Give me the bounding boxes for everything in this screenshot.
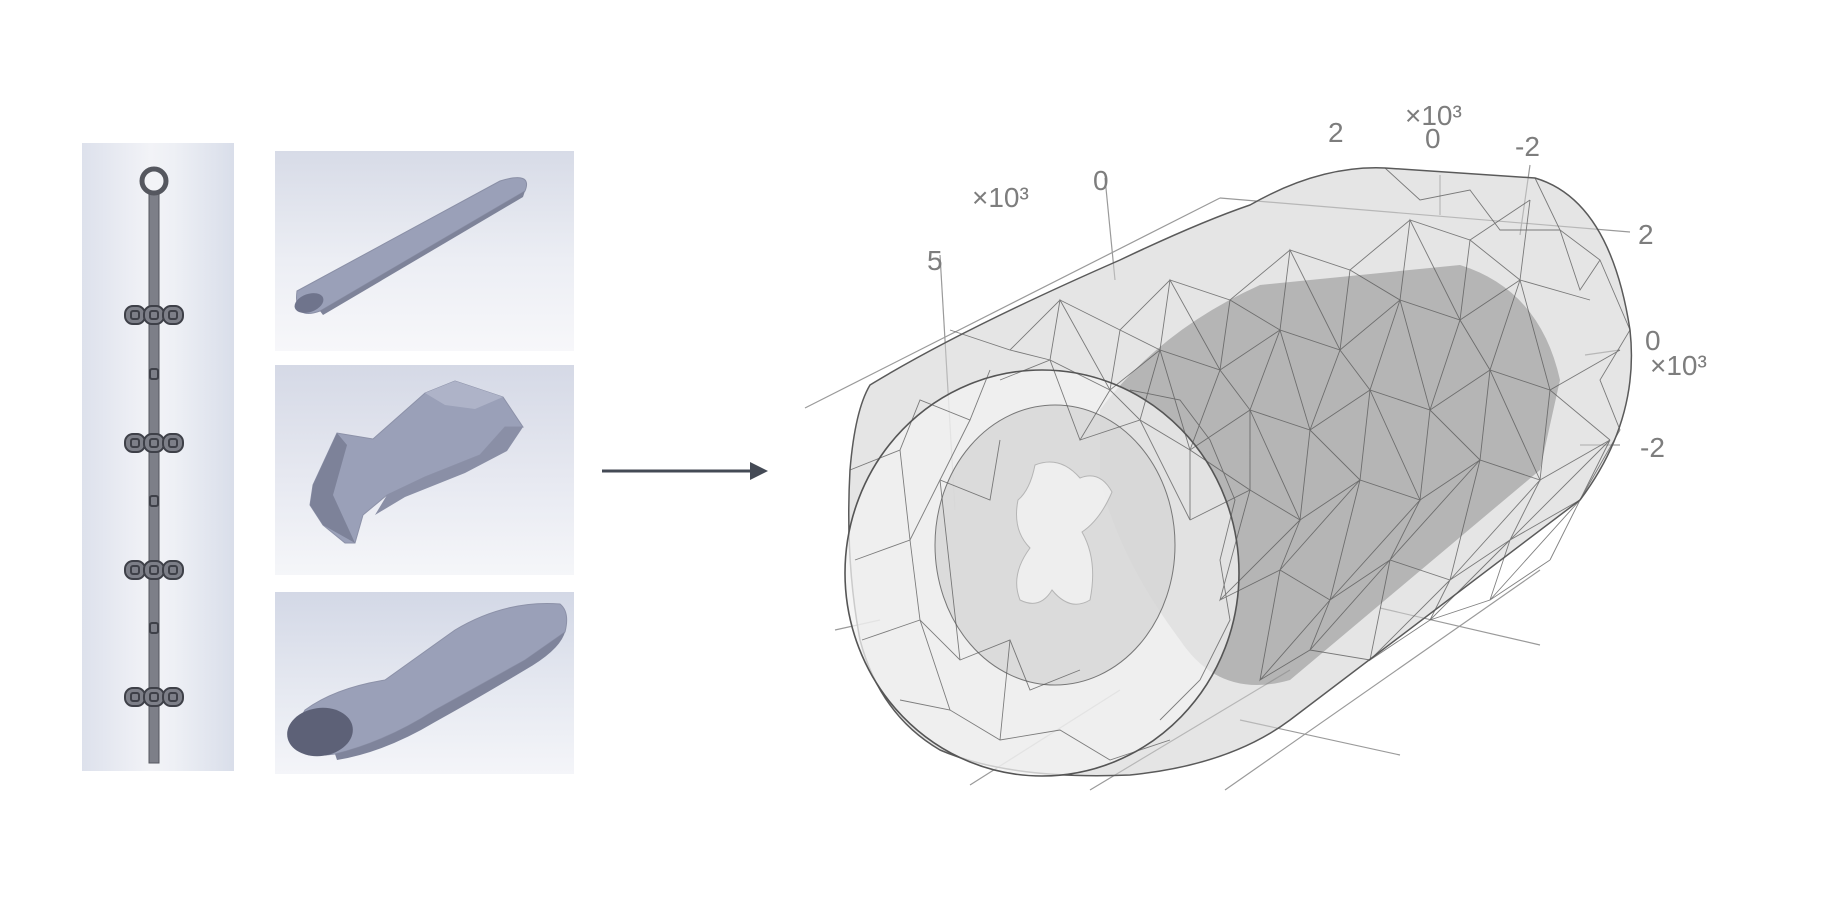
axis-c-exponent-label: ×10³ — [1650, 350, 1707, 381]
shape-panel-cylinder — [275, 151, 574, 351]
axis-c-tick-minus-2: -2 — [1640, 432, 1665, 463]
cylindrical-mesh-icon: ×10³ 5 0 ×10³ 2 0 -2 2 0 ×10³ -2 — [804, 100, 1707, 791]
electrode-lead-icon — [124, 166, 184, 764]
shape-panel-tapered — [275, 592, 574, 774]
axis-b-tick-2: 2 — [1328, 117, 1344, 148]
electrode-lead-panel — [82, 143, 234, 771]
mesh-lines — [849, 167, 1631, 761]
right-arrow-icon — [602, 462, 768, 480]
axis-c-tick-2: 2 — [1638, 219, 1654, 250]
irregular-blob-shape-icon — [309, 380, 524, 544]
shape-panel-blob — [275, 365, 574, 575]
axis-c-tick-0: 0 — [1645, 325, 1661, 356]
axis-a-tick-5: 5 — [927, 245, 943, 276]
axis-b-tick-0: 0 — [1425, 123, 1441, 154]
axis-a-tick-0: 0 — [1093, 165, 1109, 196]
elongated-cylinder-shape-icon — [294, 177, 527, 315]
axis-b-tick-minus-2: -2 — [1515, 131, 1540, 162]
axis-a-exponent-label: ×10³ — [972, 182, 1029, 213]
tapered-cylinder-shape-icon — [287, 603, 568, 760]
axis-b-exponent-label: ×10³ — [1405, 100, 1462, 131]
axis-tick-labels: ×10³ 5 0 ×10³ 2 0 -2 2 0 ×10³ -2 — [927, 100, 1707, 463]
